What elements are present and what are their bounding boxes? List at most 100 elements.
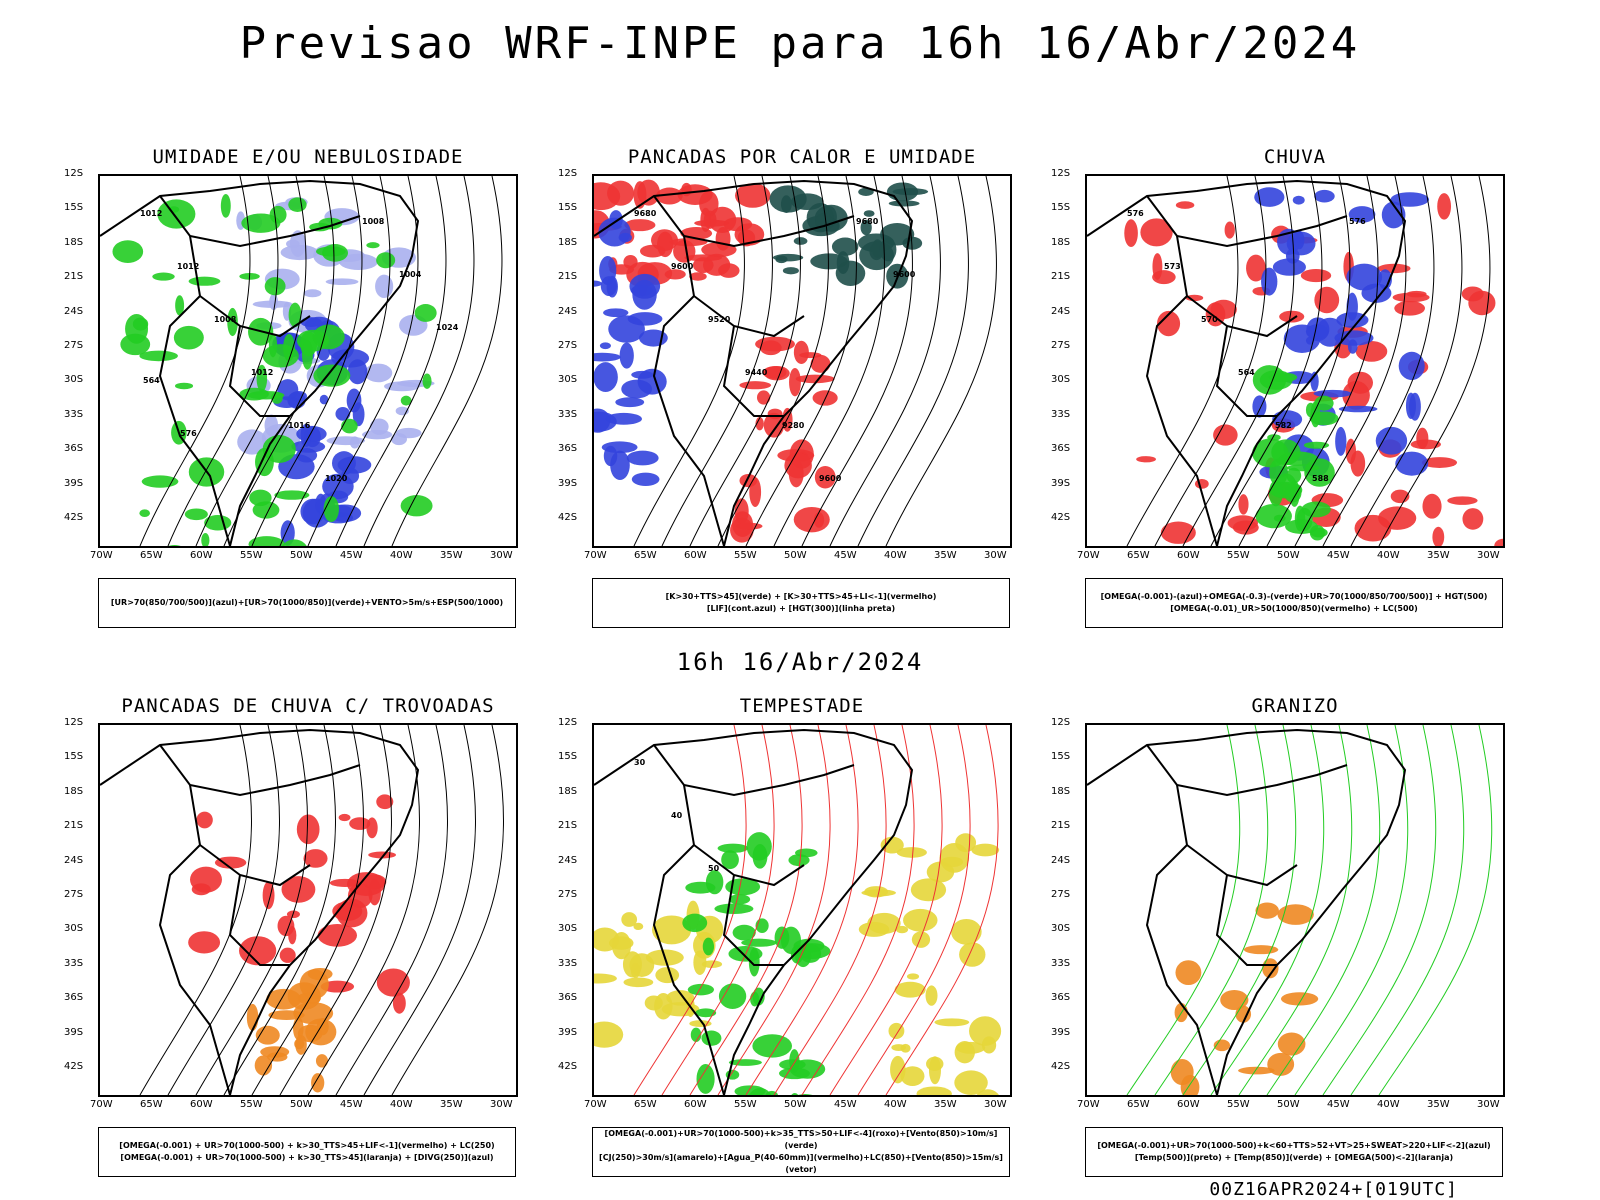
lon-tick-label: 55W — [1227, 550, 1250, 561]
country-border — [653, 744, 855, 797]
lat-tick-label: 24S — [558, 854, 578, 866]
field-area — [1213, 424, 1238, 446]
lat-tick-label: 30S — [558, 923, 578, 935]
legend-line: [LIF](cont.azul) + [HGT(300)](linha pret… — [706, 604, 896, 613]
field-area — [280, 520, 295, 546]
field-area — [836, 251, 850, 275]
field-area — [863, 210, 875, 217]
field-area — [1252, 438, 1289, 468]
lat-tick-label: 21S — [558, 820, 578, 832]
contour-label: 588 — [1312, 474, 1329, 483]
contour-line — [1238, 725, 1353, 1095]
field-area — [701, 1030, 722, 1046]
field-area — [1447, 496, 1478, 505]
coastline — [1087, 179, 1407, 546]
lat-tick-label: 36S — [558, 992, 578, 1004]
field-area — [1394, 300, 1426, 316]
lat-tick-label: 36S — [64, 992, 84, 1004]
contour-line — [1126, 725, 1241, 1095]
field-area — [618, 232, 632, 243]
field-area — [204, 515, 232, 531]
field-area — [793, 237, 808, 245]
lat-tick-label: 21S — [64, 271, 84, 283]
lat-tick-label: 24S — [558, 305, 578, 317]
contour-line — [167, 725, 280, 1095]
field-area — [1294, 230, 1305, 250]
country-border — [1145, 295, 1218, 546]
field-area — [606, 275, 618, 298]
field-area — [1422, 493, 1442, 519]
panel-title: PANCADAS DE CHUVA C/ TROVOADAS — [121, 695, 495, 717]
lat-tick-label: 18S — [1051, 785, 1071, 797]
field-area — [191, 883, 211, 896]
country-border — [158, 295, 231, 546]
field-area — [400, 495, 433, 517]
contour-label: 40 — [671, 811, 683, 820]
contour-line — [773, 176, 885, 546]
map-granizo — [1085, 723, 1505, 1097]
field-area — [1124, 219, 1138, 248]
lat-tick-label: 39S — [64, 1026, 84, 1038]
field-area — [188, 276, 221, 286]
contour-line — [307, 176, 419, 546]
field-area — [864, 886, 889, 898]
lat-tick-label: 39S — [1051, 1026, 1071, 1038]
contour-line — [1266, 725, 1381, 1095]
lon-tick-label: 40W — [390, 550, 413, 561]
lon-tick-label: 55W — [734, 1099, 757, 1110]
contour-line — [857, 725, 971, 1095]
field-area — [329, 878, 361, 887]
field-area — [391, 433, 407, 446]
field-area — [1342, 380, 1370, 410]
lat-tick-label: 33S — [64, 957, 84, 969]
lon-tick-label: 35W — [1427, 1099, 1450, 1110]
field-area — [858, 187, 874, 196]
field-area — [867, 912, 901, 934]
lat-tick-label: 42S — [558, 512, 578, 523]
lon-tick-label: 30W — [984, 550, 1007, 561]
field-area — [860, 219, 872, 236]
lat-tick-label: 15S — [558, 202, 578, 214]
field-area — [311, 1073, 325, 1093]
field-area — [627, 312, 663, 326]
lon-tick-label: 55W — [240, 550, 263, 561]
lat-tick-label: 30S — [1051, 923, 1071, 935]
field-area — [1314, 286, 1340, 314]
lat-tick-label: 42S — [64, 512, 84, 523]
field-area — [125, 313, 149, 344]
field-area — [1210, 299, 1237, 320]
field-area — [1309, 411, 1339, 426]
field-area — [1390, 192, 1430, 207]
lon-tick-label: 40W — [884, 1099, 907, 1110]
field-area — [594, 362, 618, 393]
field-area — [290, 391, 308, 402]
lat-tick-label: 12S — [64, 168, 84, 179]
field-area — [175, 382, 194, 390]
coastline — [100, 728, 420, 1095]
field-area — [1272, 410, 1303, 429]
field-area — [900, 1043, 911, 1053]
lat-tick-label: 42S — [64, 1061, 84, 1072]
contour-line — [745, 176, 857, 546]
lat-tick-label: 39S — [558, 477, 578, 489]
map-chuva: 576 573 570 564 582 588 576 — [1085, 174, 1505, 548]
field-area — [288, 302, 302, 328]
field-area — [256, 364, 268, 392]
field-area — [1313, 389, 1352, 398]
contour-line — [773, 725, 887, 1095]
contour-line — [661, 176, 773, 546]
field-area — [677, 184, 713, 205]
field-area — [392, 992, 406, 1014]
lon-tick-label: 55W — [1227, 1099, 1250, 1110]
contour-label: 576 — [180, 429, 197, 438]
lat-tick-label: 36S — [64, 443, 84, 455]
lat-tick-label: 18S — [64, 236, 84, 248]
field-area — [717, 843, 749, 853]
field-area — [718, 983, 747, 1009]
contour-line — [279, 176, 391, 546]
field-area — [1243, 945, 1279, 955]
field-area — [954, 1070, 988, 1095]
lat-tick-label: 21S — [1051, 271, 1071, 283]
field-area — [599, 342, 611, 350]
country-border — [158, 844, 231, 1095]
